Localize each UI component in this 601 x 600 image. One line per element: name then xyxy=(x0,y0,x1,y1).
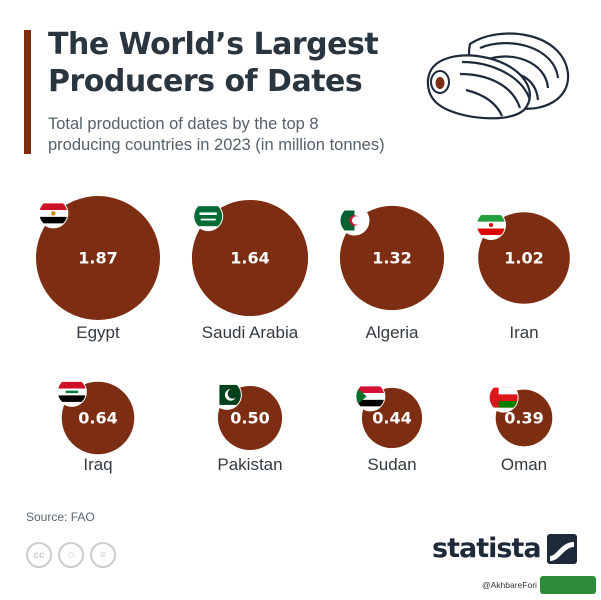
value-label-egypt: 1.87 xyxy=(78,249,117,268)
watermark-logo xyxy=(540,576,596,594)
flag-icon-pakistan xyxy=(211,379,242,410)
country-label-pakistan: Pakistan xyxy=(217,455,282,474)
subtitle-line-2: producing countries in 2023 (in million … xyxy=(48,136,385,154)
title-line-1: The World’s Largest xyxy=(48,27,379,62)
country-label-oman: Oman xyxy=(501,455,547,474)
source-note: Source: FAO xyxy=(26,510,95,524)
chart-subtitle: Total production of dates by the top 8 p… xyxy=(48,114,385,156)
country-label-iraq: Iraq xyxy=(83,455,112,474)
bubble-saudi-arabia xyxy=(191,199,309,317)
flag-icon-algeria xyxy=(339,205,370,236)
country-label-algeria: Algeria xyxy=(366,323,419,342)
country-label-egypt: Egypt xyxy=(76,323,120,342)
value-label-oman: 0.39 xyxy=(504,409,543,428)
nd-icon: = xyxy=(90,542,116,568)
statista-wordmark: statista xyxy=(432,533,542,564)
statista-logo-icon xyxy=(546,533,577,564)
bubble-egypt xyxy=(36,196,160,320)
country-label-sudan: Sudan xyxy=(367,455,416,474)
flag-icon-iran xyxy=(476,210,507,241)
flag-icon-oman xyxy=(488,382,519,413)
country-label-iran: Iran xyxy=(509,323,538,342)
country-label-saudi-arabia: Saudi Arabia xyxy=(202,323,299,342)
subtitle-line-1: Total production of dates by the top 8 xyxy=(48,115,319,133)
license-icons: cc ☺ = xyxy=(26,542,116,568)
value-label-iraq: 0.64 xyxy=(78,409,117,428)
value-label-saudi-arabia: 1.64 xyxy=(230,249,269,268)
flag-icon-sudan xyxy=(355,381,386,412)
value-label-pakistan: 0.50 xyxy=(230,409,269,428)
value-label-sudan: 0.44 xyxy=(372,409,411,428)
bubble-algeria xyxy=(339,205,445,311)
title-accent-bar xyxy=(24,30,31,154)
flag-icon-saudi-arabia xyxy=(193,201,224,232)
statista-logo: statista xyxy=(432,533,577,564)
flag-icon-iraq xyxy=(56,376,87,407)
value-label-algeria: 1.32 xyxy=(372,249,411,268)
cc-icon: cc xyxy=(26,542,52,568)
watermark-handle: @AkhbareFori xyxy=(482,580,537,590)
title-line-2: Producers of Dates xyxy=(48,64,363,99)
dates-fruit-illustration xyxy=(426,32,570,120)
value-label-iran: 1.02 xyxy=(504,249,543,268)
flag-icon-egypt xyxy=(38,198,69,229)
by-icon: ☺ xyxy=(58,542,84,568)
chart-title: The World’s Largest Producers of Dates xyxy=(48,26,379,100)
